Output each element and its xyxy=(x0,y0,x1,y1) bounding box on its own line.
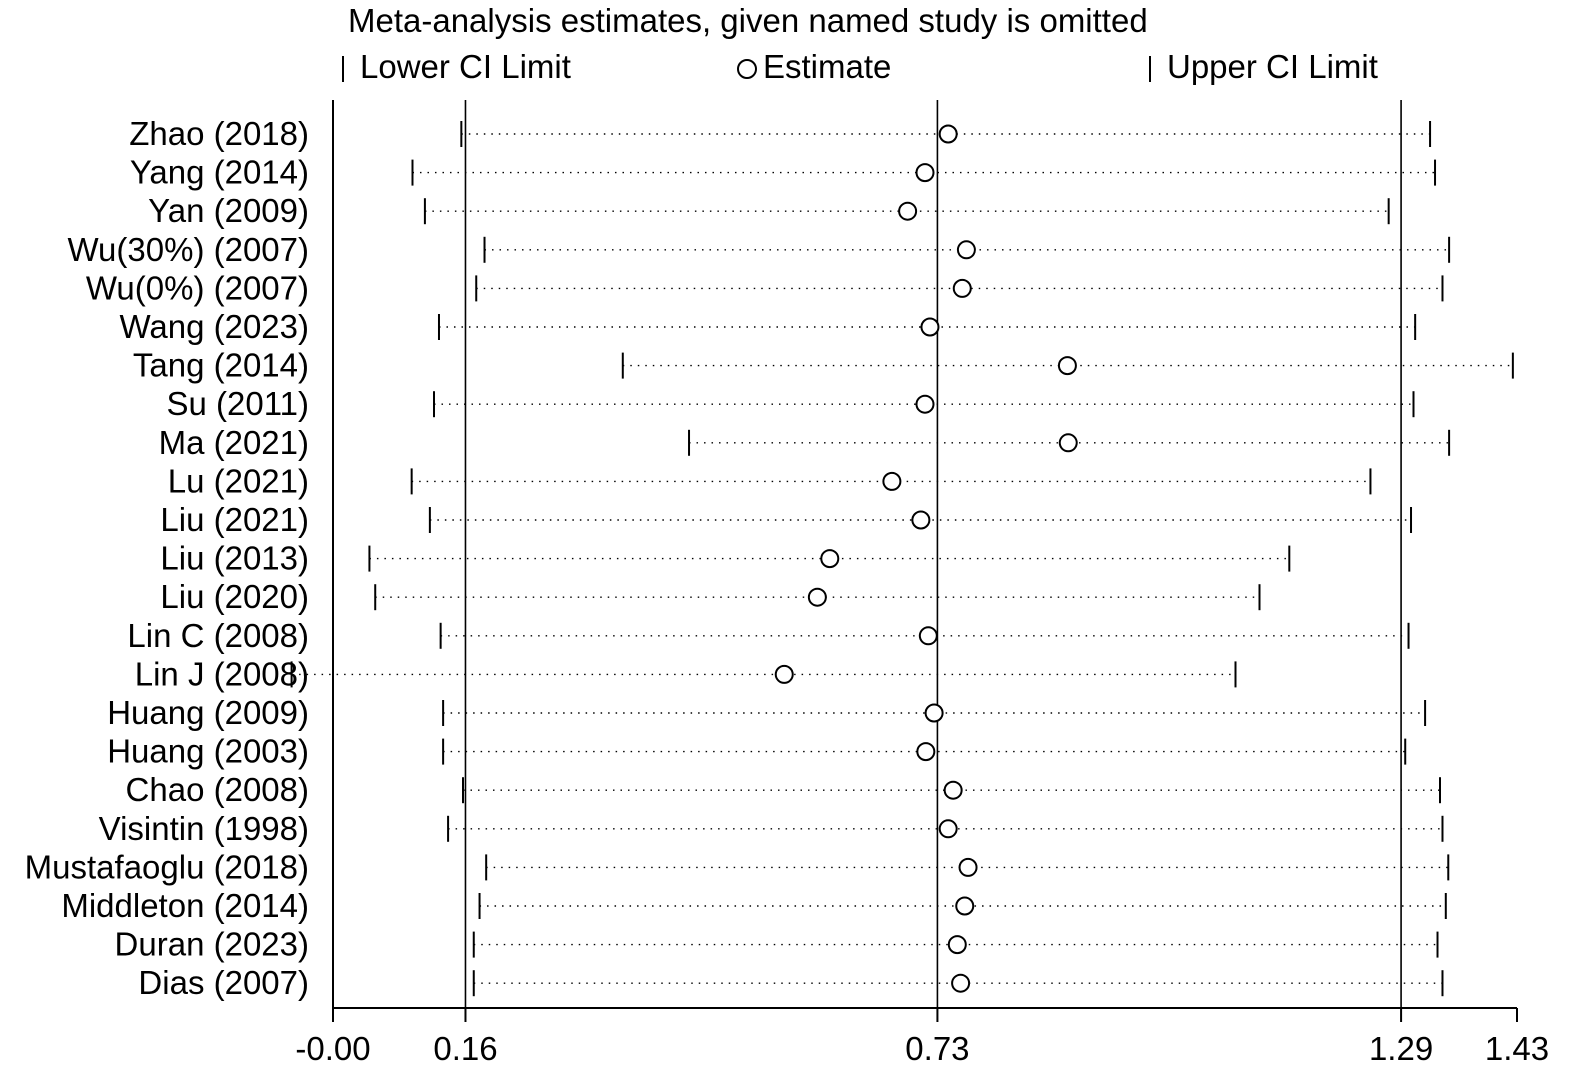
x-tick-label: 0.16 xyxy=(433,1030,497,1067)
study-label: Chao (2008) xyxy=(126,771,309,808)
estimate-point xyxy=(918,626,938,646)
study-label: Lu (2021) xyxy=(168,462,309,499)
x-tick-label: 1.29 xyxy=(1369,1030,1433,1067)
study-label: Huang (2003) xyxy=(107,733,309,770)
study-label: Dias (2007) xyxy=(138,964,309,1001)
study-labels: Zhao (2018)Yang (2014)Yan (2009)Wu(30%) … xyxy=(25,115,309,1001)
estimate-point xyxy=(947,935,967,955)
estimate-point xyxy=(920,317,940,337)
study-label: Liu (2021) xyxy=(160,501,309,538)
study-label: Mustafaoglu (2018) xyxy=(25,848,309,885)
x-tick-label: -0.00 xyxy=(295,1030,370,1067)
upper-ci-tick-icon xyxy=(1149,56,1151,83)
estimate-point xyxy=(774,664,794,684)
study-label: Middleton (2014) xyxy=(61,887,309,924)
estimate-point xyxy=(955,896,975,916)
study-label: Yan (2009) xyxy=(148,192,309,229)
study-label: Wu(0%) (2007) xyxy=(86,269,309,306)
study-label: Lin C (2008) xyxy=(127,617,309,654)
estimate-point xyxy=(1058,433,1078,453)
legend-estimate-label: Estimate xyxy=(763,48,892,85)
estimate-point xyxy=(915,163,935,183)
estimate-point xyxy=(1057,356,1077,376)
estimate-point xyxy=(911,510,931,530)
legend-upper-ci: Upper CI Limit xyxy=(1149,48,1378,86)
ci-intervals xyxy=(290,121,1514,997)
estimate-point xyxy=(951,973,971,993)
estimate-point xyxy=(820,549,840,569)
study-label: Ma (2021) xyxy=(159,424,309,461)
x-tick-label: 1.43 xyxy=(1485,1030,1549,1067)
estimate-point xyxy=(916,742,936,762)
estimate-point xyxy=(938,124,958,144)
study-label: Wu(30%) (2007) xyxy=(68,231,310,268)
lower-ci-tick-icon xyxy=(342,56,344,83)
estimate-point xyxy=(938,819,958,839)
study-label: Zhao (2018) xyxy=(129,115,309,152)
estimate-point xyxy=(956,240,976,260)
estimate-circle-icon xyxy=(737,59,757,80)
estimate-point xyxy=(807,587,827,607)
estimate-point xyxy=(882,471,902,491)
estimate-point xyxy=(924,703,944,723)
estimate-point xyxy=(915,394,935,414)
x-axis: -0.00 0.16 0.73 1.29 1.43 xyxy=(295,100,1549,1067)
estimate-point xyxy=(958,857,978,877)
estimate-point xyxy=(943,780,963,800)
legend-estimate: Estimate xyxy=(737,48,891,86)
study-label: Liu (2020) xyxy=(160,578,309,615)
legend-upper-label: Upper CI Limit xyxy=(1167,48,1378,85)
study-label: Yang (2014) xyxy=(130,154,309,191)
reference-lines xyxy=(464,100,1402,1008)
study-label: Liu (2013) xyxy=(160,540,309,577)
chart-title: Meta-analysis estimates, given named stu… xyxy=(348,2,1148,39)
study-label: Lin J (2008) xyxy=(135,655,309,692)
study-label: Wang (2023) xyxy=(119,308,309,345)
study-label: Visintin (1998) xyxy=(99,810,309,847)
estimate-point xyxy=(898,201,918,221)
x-tick-label: 0.73 xyxy=(905,1030,969,1067)
legend-lower-label: Lower CI Limit xyxy=(360,48,571,85)
study-label: Tang (2014) xyxy=(133,347,309,384)
legend-lower-ci: Lower CI Limit xyxy=(342,48,571,86)
study-label: Huang (2009) xyxy=(107,694,309,731)
study-label: Su (2011) xyxy=(167,385,309,422)
study-label: Duran (2023) xyxy=(115,926,309,963)
estimate-point xyxy=(952,278,972,298)
